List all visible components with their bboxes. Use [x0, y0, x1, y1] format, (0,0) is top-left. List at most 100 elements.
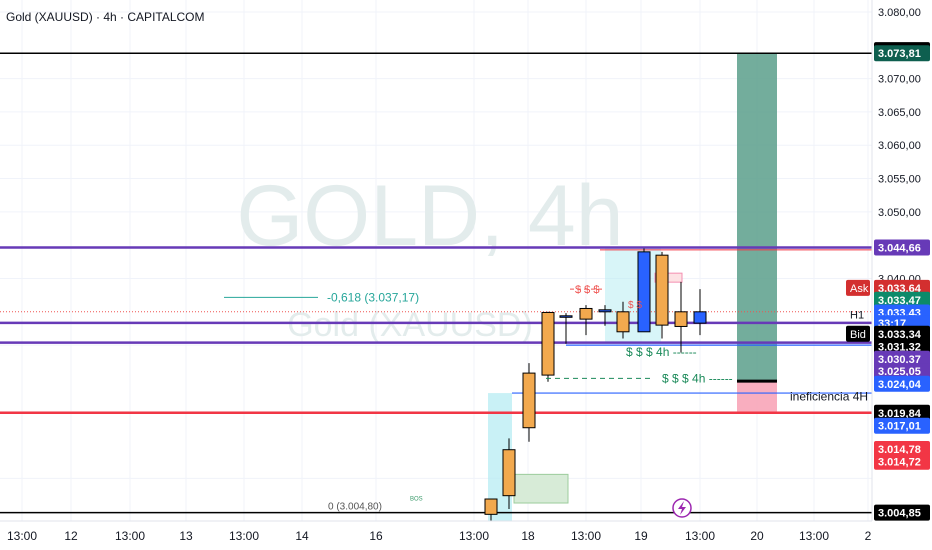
candle-body [637, 251, 651, 333]
candle[interactable] [559, 313, 573, 344]
candle[interactable] [637, 248, 651, 333]
candle-body [674, 311, 688, 327]
time-axis-bg [0, 521, 872, 550]
candle-body [502, 449, 516, 497]
price-label-bg [874, 441, 930, 458]
y-tick-label: 3.050,00 [878, 207, 921, 219]
price-label-bg [874, 291, 930, 308]
candle[interactable] [541, 311, 555, 382]
candle[interactable] [484, 498, 498, 521]
bos-label: BOS [410, 497, 423, 503]
broker-name: CAPITALCOM [127, 10, 204, 24]
candle-body [522, 372, 536, 429]
price-label-bg [874, 350, 930, 367]
candle[interactable] [616, 301, 630, 339]
price-label: 3.031,32 [878, 341, 921, 353]
price-label-bg [874, 239, 930, 256]
candle[interactable] [579, 305, 593, 336]
liquidity-label: $ $ $ 4h ------ [662, 371, 733, 385]
watermark-main: GOLD, 4h [236, 168, 623, 264]
fib-label: -0,618 (3.037,17) [327, 290, 419, 304]
fvg-zone [605, 247, 661, 344]
candle[interactable] [674, 281, 688, 353]
candle[interactable] [655, 251, 669, 339]
price-label: 3.017,01 [878, 421, 921, 433]
x-tick-label: 13:00 [229, 529, 259, 543]
bid-tag: Bid [850, 329, 866, 341]
take-profit-zone [737, 53, 777, 382]
chart-header: Gold (XAUUSD) · 4h · CAPITALCOM [6, 10, 205, 24]
liquidity-label: $ $ $ 4h ------ [626, 345, 697, 359]
x-tick-label: 19 [634, 529, 648, 543]
x-tick-label: 20 [750, 529, 764, 543]
x-tick-label: 2 [865, 529, 872, 543]
liquidity-label: $ $ [628, 300, 642, 311]
svg-text:Gold (XAUUSD) · 4h · CAPITALCO: Gold (XAUUSD) · 4h · CAPITALCOM [6, 10, 205, 24]
candle[interactable] [693, 289, 707, 336]
y-tick-label: 3.060,00 [878, 140, 921, 152]
ask-tag: Ask [850, 283, 869, 295]
price-label-bg [874, 404, 930, 421]
price-label-bg [874, 417, 930, 434]
price-label-bg [874, 45, 930, 62]
fib-zero-label: 0 (3.004,80) [328, 502, 382, 513]
header-separator: · [93, 10, 104, 24]
x-tick-label: 13:00 [571, 529, 601, 543]
x-tick-label: 13:00 [459, 529, 489, 543]
price-axis[interactable]: 3.080,00 3.070,00 3.065,00 3.060,00 3.055,00… [846, 0, 932, 550]
price-label-bg [874, 504, 930, 521]
price-levels [0, 52, 872, 514]
annotations: -0,618 (3.037,17) 0 (3.004,80) BOS $ $ $ $ $… [224, 284, 868, 518]
price-label-bg [874, 325, 930, 342]
y-tick-label: 3.055,00 [878, 174, 921, 186]
h1-label: H1 [850, 309, 864, 321]
price-label: 3.044,66 [878, 242, 921, 254]
candle-body [559, 315, 573, 318]
candle[interactable] [522, 363, 536, 442]
bid-tag-bg [846, 325, 870, 342]
x-tick-label: 13:00 [7, 529, 37, 543]
inefficiency-label: ineficiencia 4H [790, 389, 868, 403]
price-label: 3.004,85 [878, 508, 921, 520]
price-label: 3.033,47 [878, 295, 921, 307]
liquidity-label: $ $ $ [575, 284, 599, 296]
order-block-zone [513, 473, 569, 504]
candle-body [579, 307, 593, 320]
symbol-name: Gold (XAUUSD) [6, 10, 93, 24]
price-label: 3.030,37 [878, 354, 921, 366]
price-label: 3.019,84 [878, 408, 922, 420]
zones [488, 53, 777, 521]
candle-body [616, 311, 630, 333]
time-axis[interactable]: 13:00 12 13:00 13 13:00 14 16 13:00 18 13:00 19 13:… [0, 520, 872, 550]
price-label-bg [874, 338, 930, 355]
candles[interactable] [484, 248, 707, 521]
candle-body [541, 311, 555, 376]
price-label: 3.073,81 [878, 48, 921, 60]
price-label: 3.014,72 [878, 457, 921, 469]
candle-body [484, 498, 498, 515]
candle[interactable] [502, 438, 516, 510]
ask-tag-bg [846, 279, 870, 296]
x-tick-label: 18 [521, 529, 535, 543]
lightning-icon [678, 501, 686, 515]
candle[interactable] [598, 305, 612, 326]
header-separator: · [117, 10, 128, 24]
y-tick-label: 3.065,00 [878, 107, 921, 119]
x-tick-label: 13:00 [115, 529, 145, 543]
x-tick-label: 13:00 [799, 529, 829, 543]
x-tick-label: 16 [369, 529, 383, 543]
price-label: 3.025,05 [878, 366, 921, 378]
x-tick-label: 12 [64, 529, 78, 543]
x-tick-label: 13:00 [685, 529, 715, 543]
price-label-bg [874, 375, 930, 392]
candle-body [693, 311, 707, 324]
price-label: 3.024,04 [878, 379, 922, 391]
x-tick-label: 13 [179, 529, 193, 543]
candle-body [655, 254, 669, 326]
watermark-sub: Gold (XAUUSD) [287, 306, 533, 344]
y-tick-label: 3.070,00 [878, 74, 921, 86]
price-label-bg [874, 453, 930, 470]
y-tick-label: 3.080,00 [878, 7, 921, 19]
